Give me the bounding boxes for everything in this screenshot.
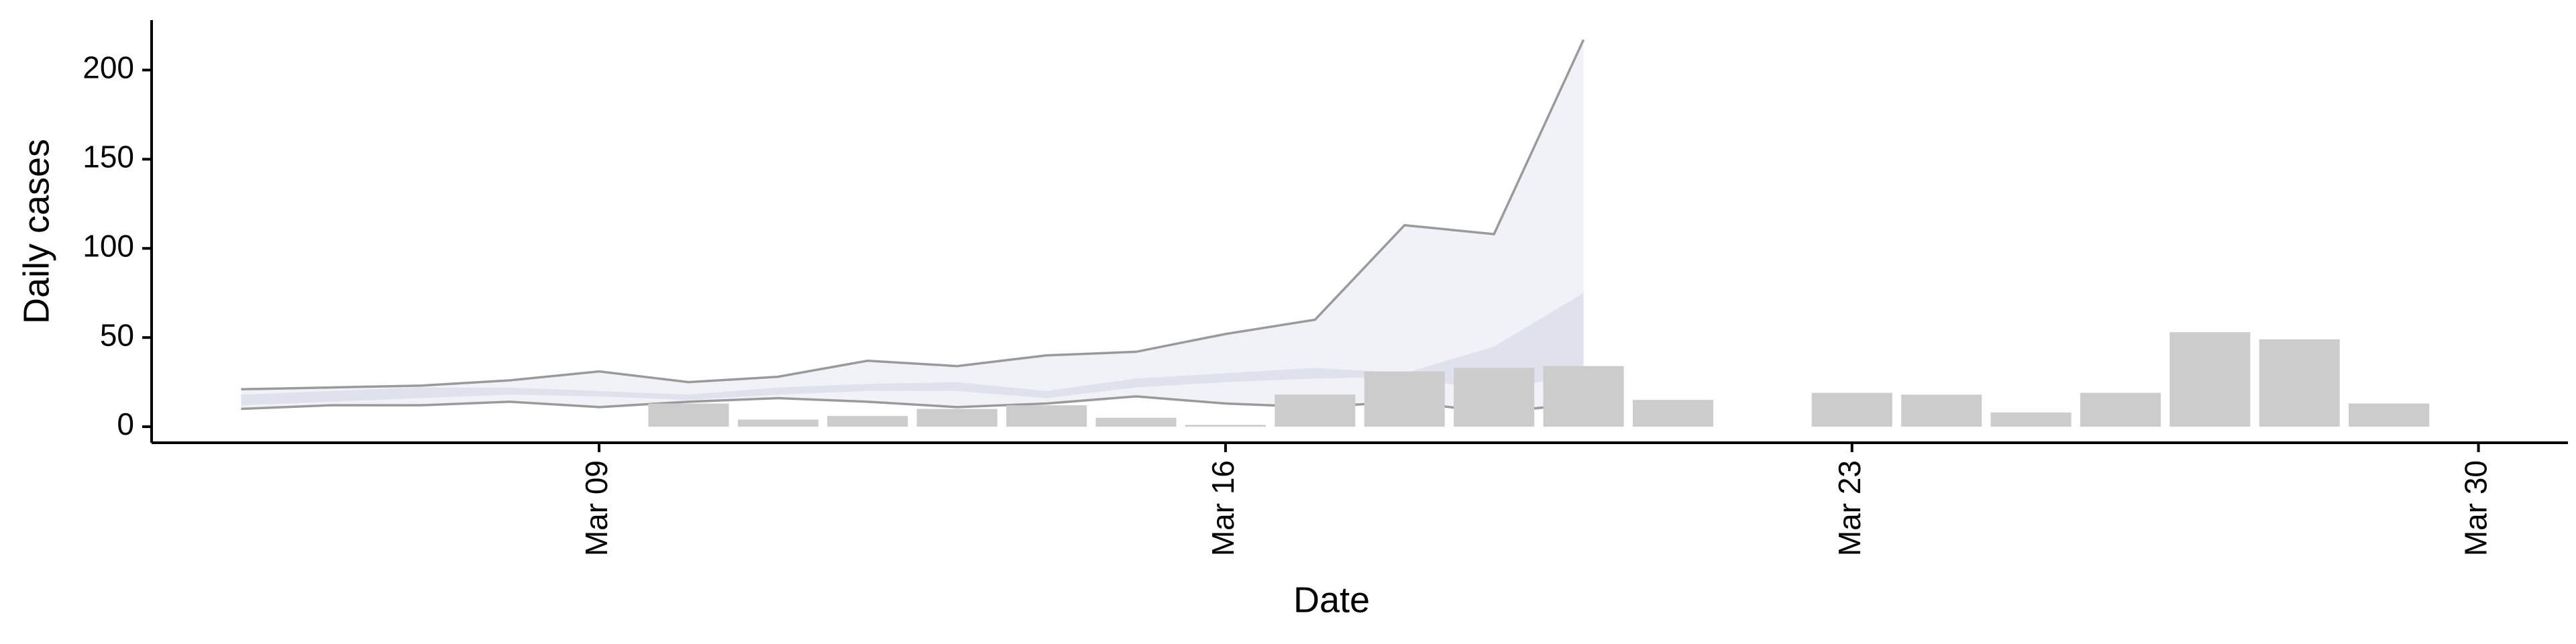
bar xyxy=(827,416,908,427)
y-tick-label: 150 xyxy=(83,139,134,174)
bar xyxy=(1811,392,1892,427)
band-upper-line xyxy=(241,39,1585,391)
x-tick-label: Mar 09 xyxy=(579,460,614,556)
x-tick-label: Mar 30 xyxy=(2459,460,2493,556)
y-tick-label: 0 xyxy=(117,407,134,441)
y-tick-label: 100 xyxy=(83,228,134,263)
bar xyxy=(1185,425,1266,427)
bar xyxy=(1454,368,1535,427)
bar xyxy=(2169,332,2251,427)
bar xyxy=(737,419,818,427)
bar xyxy=(1990,412,2072,427)
bar xyxy=(2349,403,2430,427)
band-area xyxy=(241,40,1584,413)
bar xyxy=(1632,400,1713,427)
x-tick-label: Mar 16 xyxy=(1205,460,1240,556)
bar xyxy=(1095,417,1177,427)
bar xyxy=(1006,405,1087,427)
bar xyxy=(648,403,729,427)
bar xyxy=(1543,366,1624,427)
bar xyxy=(1275,394,1356,427)
bar xyxy=(916,409,998,427)
bar xyxy=(1901,394,1982,427)
y-axis-title: Daily cases xyxy=(16,139,56,324)
band-lower-line xyxy=(241,395,1584,414)
bar xyxy=(2080,392,2161,427)
band-area xyxy=(241,292,1584,406)
x-tick-label: Mar 23 xyxy=(1832,460,1867,556)
x-axis-title: Date xyxy=(1293,580,1370,620)
y-tick-label: 200 xyxy=(83,50,134,85)
y-tick-label: 50 xyxy=(100,317,134,352)
bar xyxy=(1364,371,1445,427)
bar xyxy=(2259,339,2340,427)
